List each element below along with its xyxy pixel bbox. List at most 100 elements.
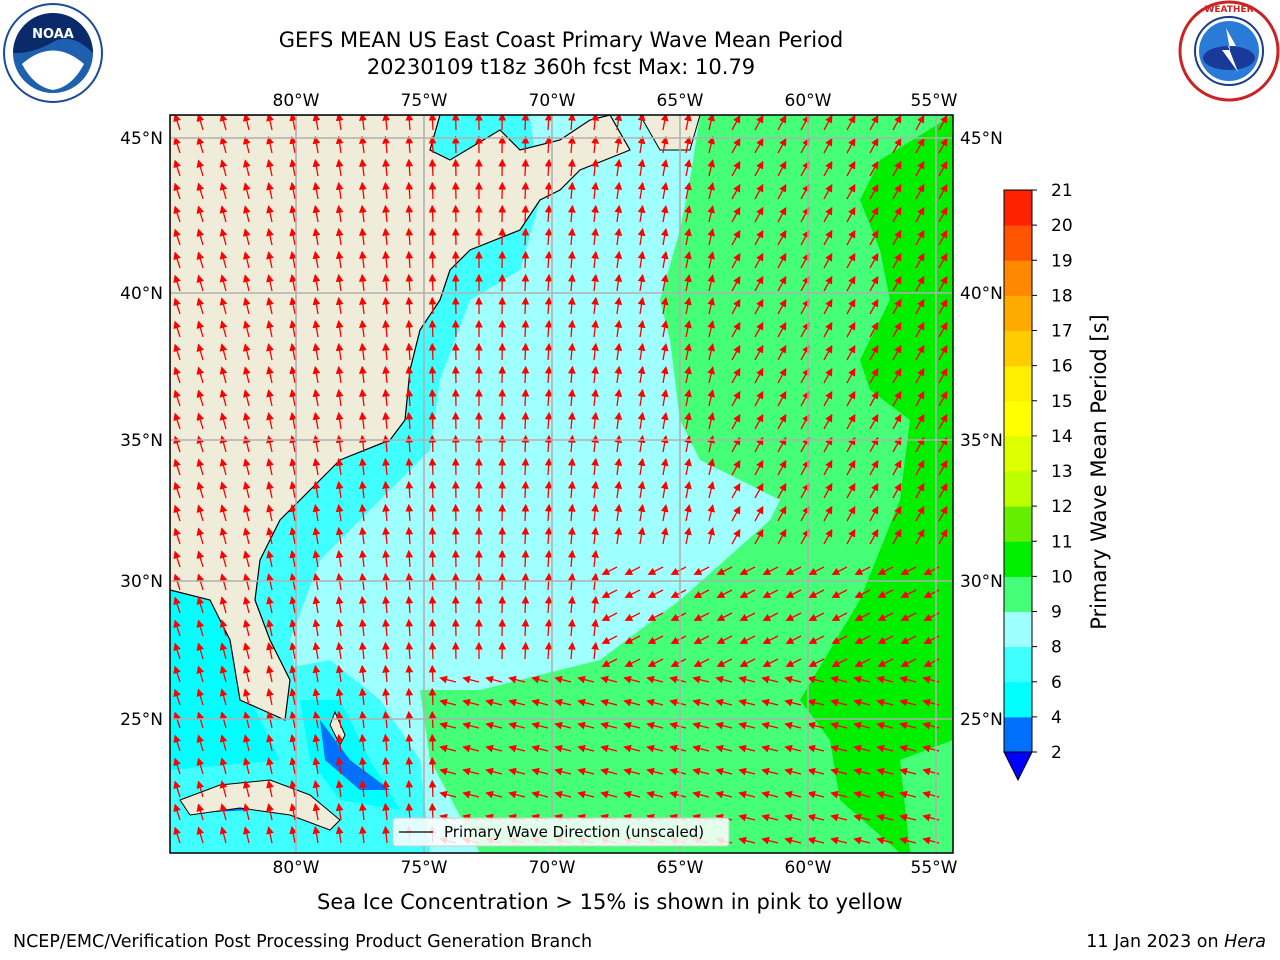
wave-arrow bbox=[892, 505, 902, 522]
wave-arrow bbox=[219, 274, 228, 292]
wave-arrow bbox=[892, 298, 902, 315]
wave-arrow bbox=[876, 767, 894, 776]
colorbar: 2 4 6 8 9 10 11 12 13 14 15 16 17 18 19 20 21 bbox=[1003, 181, 1073, 782]
wave-arrow bbox=[892, 413, 902, 430]
wave-arrow bbox=[219, 573, 228, 591]
wave-arrow bbox=[508, 698, 526, 707]
wave-arrow bbox=[938, 413, 948, 430]
wave-arrow bbox=[335, 802, 344, 821]
colorbar-extend-arrow bbox=[1003, 751, 1033, 782]
wave-arrow bbox=[173, 757, 181, 775]
wave-arrow bbox=[807, 836, 825, 845]
wave-arrow bbox=[807, 767, 825, 776]
wave-arrow bbox=[915, 344, 925, 361]
wave-arrow bbox=[382, 710, 390, 729]
wave-arrow bbox=[428, 434, 437, 453]
wave-arrow bbox=[196, 734, 205, 752]
wave-arrow bbox=[614, 273, 623, 292]
wave-arrow bbox=[405, 365, 414, 384]
wave-arrow bbox=[899, 721, 917, 730]
wave-arrow bbox=[266, 435, 274, 453]
wave-arrow bbox=[637, 411, 646, 430]
wave-arrow bbox=[761, 698, 779, 707]
wave-arrow bbox=[508, 744, 526, 753]
wave-arrow bbox=[508, 721, 526, 730]
wave-arrow bbox=[335, 825, 344, 844]
wave-arrow bbox=[637, 227, 646, 246]
wave-arrow bbox=[660, 435, 669, 453]
wave-arrow bbox=[807, 698, 825, 707]
wave-arrow bbox=[738, 744, 756, 753]
wave-arrow bbox=[900, 658, 917, 667]
wave-arrow bbox=[173, 665, 181, 683]
wave-arrow bbox=[544, 641, 553, 660]
wave-arrow bbox=[754, 137, 764, 154]
wave-arrow bbox=[900, 589, 917, 598]
wave-arrow bbox=[196, 320, 205, 338]
graticule bbox=[170, 115, 953, 853]
wave-arrow bbox=[196, 182, 205, 200]
wave-arrow bbox=[637, 503, 646, 522]
wave-arrow bbox=[219, 136, 228, 154]
lon-tick-bottom: 70°W bbox=[529, 858, 576, 878]
wave-arrow bbox=[823, 459, 833, 476]
wave-arrow bbox=[600, 767, 618, 776]
wave-arrow bbox=[312, 342, 321, 361]
wave-arrow bbox=[577, 744, 595, 753]
wave-arrow bbox=[692, 698, 710, 707]
wave-arrow bbox=[266, 182, 274, 200]
wave-arrow bbox=[428, 204, 437, 223]
wave-arrow bbox=[335, 641, 344, 660]
wave-arrow bbox=[289, 115, 297, 131]
wave-arrow bbox=[266, 481, 274, 499]
wave-arrow bbox=[312, 204, 321, 223]
wave-arrow bbox=[485, 698, 503, 707]
wave-arrow bbox=[892, 321, 902, 338]
wave-arrow bbox=[312, 319, 321, 338]
wave-arrow bbox=[567, 549, 576, 568]
wave-arrow bbox=[289, 274, 297, 292]
wave-arrow bbox=[196, 688, 205, 706]
wave-arrow bbox=[289, 734, 297, 752]
colorbar-segment bbox=[1004, 506, 1032, 542]
wave-arrow bbox=[647, 612, 664, 621]
wave-arrow bbox=[266, 412, 274, 430]
wave-arrow bbox=[266, 458, 274, 476]
wave-arrow bbox=[485, 675, 503, 684]
wave-arrow bbox=[892, 229, 902, 246]
wave-arrow bbox=[869, 160, 879, 177]
wave-arrow bbox=[382, 572, 390, 591]
wave-arrow bbox=[242, 274, 251, 292]
wave-arrow bbox=[938, 206, 948, 223]
wave-arrow bbox=[462, 675, 480, 684]
wave-arrow bbox=[808, 566, 825, 575]
wave-arrow bbox=[754, 229, 764, 246]
wave-arrow bbox=[312, 779, 321, 798]
wave-arrow bbox=[289, 228, 297, 246]
wave-arrow bbox=[784, 721, 802, 730]
wave-arrow bbox=[428, 595, 437, 614]
wave-arrow bbox=[684, 343, 692, 361]
wave-arrow bbox=[196, 481, 205, 499]
wave-arrow bbox=[577, 698, 595, 707]
wave-arrow bbox=[335, 204, 344, 223]
wave-arrow bbox=[428, 710, 437, 729]
wave-arrow bbox=[754, 298, 764, 315]
wave-arrow bbox=[173, 527, 181, 545]
wave-arrow bbox=[646, 767, 664, 776]
wave-arrow bbox=[567, 115, 576, 131]
wave-arrow bbox=[266, 343, 274, 361]
colorbar-title: Primary Wave Mean Period [s] bbox=[1087, 314, 1111, 630]
wave-arrow bbox=[242, 573, 251, 591]
colorbar-segment bbox=[1004, 716, 1032, 753]
wave-arrow bbox=[335, 710, 344, 729]
wave-arrow bbox=[358, 595, 367, 614]
wave-arrow bbox=[521, 434, 530, 453]
wave-arrow bbox=[784, 698, 802, 707]
colorbar-segment bbox=[1004, 611, 1032, 648]
wave-arrow bbox=[405, 296, 414, 315]
wave-arrow bbox=[335, 618, 344, 637]
wave-arrow bbox=[899, 744, 917, 753]
wave-arrow bbox=[899, 836, 917, 845]
